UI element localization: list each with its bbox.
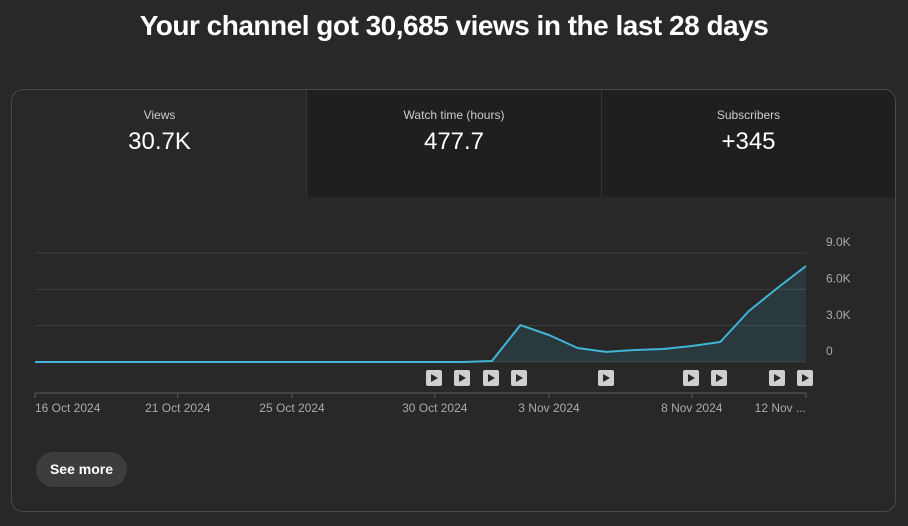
tab[interactable]: Subscribers +345 bbox=[601, 90, 895, 197]
y-tick-label: 0 bbox=[826, 344, 833, 358]
analytics-card: Views 30.7K Watch time (hours) 477.7 Sub… bbox=[11, 89, 896, 512]
video-marker-icon bbox=[716, 374, 723, 382]
video-marker-icon bbox=[802, 374, 809, 382]
y-tick-label: 3.0K bbox=[826, 308, 851, 322]
tab-value: 477.7 bbox=[423, 128, 485, 155]
video-marker-icon bbox=[603, 374, 610, 382]
tab-value: +345 bbox=[721, 128, 776, 155]
video-marker-icon bbox=[459, 374, 466, 382]
tab-label: Watch time (hours) bbox=[403, 108, 505, 122]
x-tick-label: 12 Nov ... bbox=[755, 401, 806, 415]
video-marker-icon bbox=[774, 374, 781, 382]
video-marker-icon bbox=[516, 374, 523, 382]
area bbox=[35, 266, 806, 362]
video-marker-icon bbox=[488, 374, 495, 382]
line bbox=[35, 265, 807, 363]
x-tick-label: 8 Nov 2024 bbox=[661, 401, 723, 415]
tab-value: 30.7K bbox=[128, 128, 191, 155]
video-marker-icon bbox=[688, 374, 695, 382]
tab-label: Subscribers bbox=[716, 108, 781, 122]
x-tick-label: 25 Oct 2024 bbox=[259, 401, 325, 415]
video-marker-icon bbox=[431, 374, 438, 382]
see-more-button[interactable]: See more bbox=[36, 452, 127, 487]
headline: Your channel got 30,685 views in the las… bbox=[139, 10, 769, 41]
tab-label: Views bbox=[143, 108, 176, 122]
x-tick-label: 30 Oct 2024 bbox=[402, 401, 468, 415]
y-tick-label: 9.0K bbox=[826, 235, 851, 249]
x-tick-label: 3 Nov 2024 bbox=[518, 401, 580, 415]
x-tick-label: 16 Oct 2024 bbox=[35, 401, 101, 415]
x-tick-label: 21 Oct 2024 bbox=[145, 401, 211, 415]
y-tick-label: 6.0K bbox=[826, 272, 851, 286]
tab[interactable]: Watch time (hours) 477.7 bbox=[306, 90, 601, 197]
tab[interactable]: Views 30.7K bbox=[12, 90, 307, 197]
